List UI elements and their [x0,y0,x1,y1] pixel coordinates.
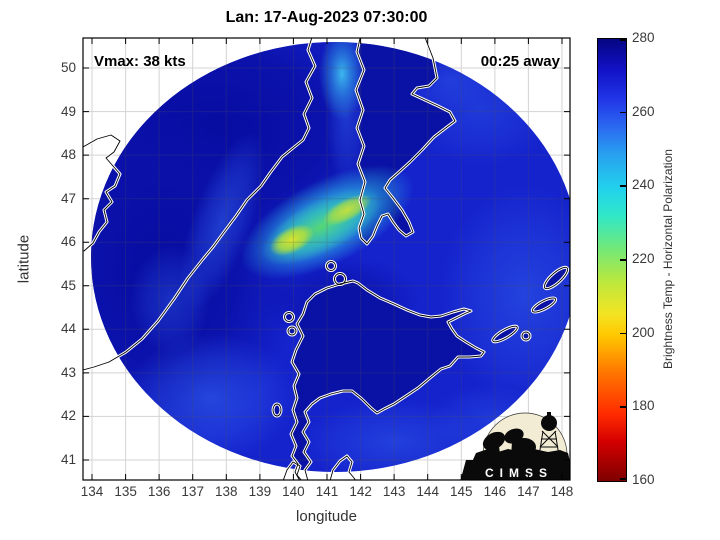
colorbar-tick-label: 180 [632,398,655,414]
x-axis-label: longitude [296,508,357,525]
y-tick-label: 50 [60,60,76,75]
y-tick-label: 43 [60,364,76,380]
x-tick-label: 142 [349,484,372,499]
colorbar-tick-mark [620,111,626,114]
colorbar-tick-mark [620,478,626,480]
y-axis-label: latitude [15,234,33,284]
colorbar-tick-label: 280 [632,30,655,45]
x-tick-label: 138 [215,484,238,499]
plot-title: Lan: 17-Aug-2023 07:30:00 [225,9,428,26]
x-tick-label: 147 [517,484,540,499]
eta-annotation: 00:25 away [480,53,560,70]
x-tick-label: 137 [181,484,204,499]
y-tick-label: 48 [60,147,76,163]
vmax-annotation: Vmax: 38 kts [94,53,186,70]
x-tick-label: 134 [80,484,104,499]
colorbar-tick-mark [620,406,626,408]
y-tick-label: 41 [60,452,76,467]
colorbar-tick-mark [620,259,626,261]
x-tick-label: 141 [315,484,339,499]
y-tick-label: 47 [60,190,76,206]
satellite-dish-icon [482,431,506,451]
y-tick-label: 49 [60,103,76,119]
colorbar-tick-label: 220 [632,251,655,266]
y-tick-label: 46 [60,234,76,250]
y-tick-label: 44 [60,321,76,337]
y-tick-label: 42 [60,408,76,424]
x-tick-label: 146 [483,484,507,499]
colorbar-tick-label: 200 [632,324,655,340]
x-tick-label: 136 [147,484,171,499]
colorbar-tick-mark [620,39,626,41]
x-tick-label: 139 [248,484,272,499]
x-tick-label: 140 [282,484,305,499]
x-tick-label: 145 [450,484,473,499]
gridlines [83,38,570,480]
x-tick-label: 135 [114,484,137,499]
colorbar-tick-mark [620,185,626,187]
colorbar-tick-label: 260 [632,103,655,119]
x-tick-label: 144 [416,484,439,499]
colorbar-tick-mark [620,332,626,335]
y-tick-label: 45 [60,277,76,293]
x-tick-label: 148 [550,484,574,499]
x-tick-label: 143 [382,484,406,499]
cimss-banner [460,460,570,480]
colorbar-label: Brightness Temp - Horizontal Polarizatio… [661,149,675,369]
axes-border [82,37,571,481]
cimss-logo-text: CIMSS [485,466,553,480]
water-tower-icon [541,415,557,431]
cimss-logo: CIMSS [460,412,570,480]
colorbar-tick-label: 240 [632,177,655,193]
colorbar-tick-label: 160 [632,472,655,487]
axis-tick-marks [83,38,570,480]
